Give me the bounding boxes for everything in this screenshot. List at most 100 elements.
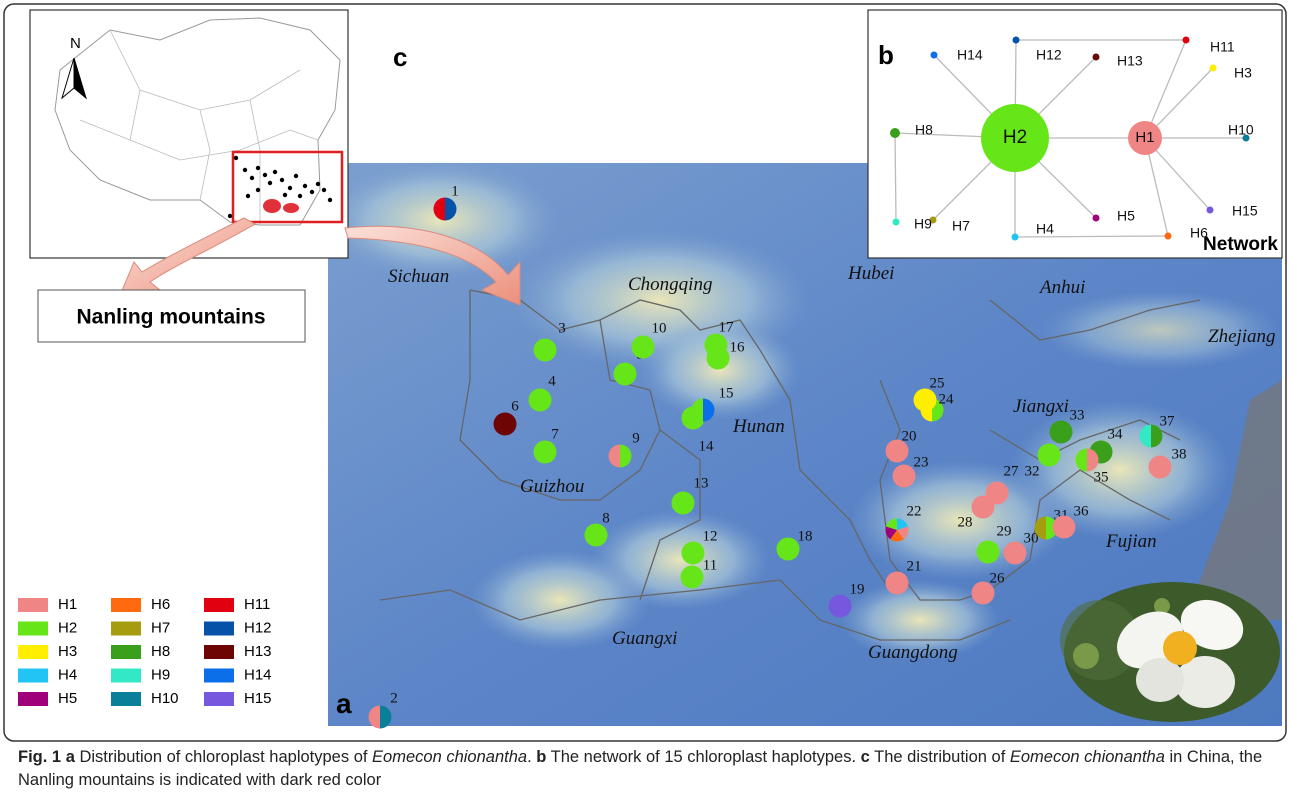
site-pie	[494, 413, 517, 436]
site-pie	[972, 496, 995, 519]
panel-label: c	[393, 42, 407, 72]
bud	[1073, 643, 1099, 669]
network-label: H2	[1003, 127, 1027, 148]
nanling-area	[263, 199, 281, 213]
network-node	[1093, 54, 1100, 61]
site-label: 8	[602, 510, 610, 526]
caption-text: Eomecon chionantha	[372, 748, 527, 766]
site-pie	[692, 399, 715, 422]
caption-text: The network of 15 chloroplast haplotypes…	[546, 748, 860, 766]
legend-swatch	[111, 622, 141, 636]
site-pie	[632, 336, 655, 359]
site-label: 29	[997, 523, 1012, 539]
legend-label: H14	[244, 666, 272, 683]
pie-slice	[972, 496, 995, 519]
region-label: Anhui	[1038, 277, 1085, 298]
pie-slice	[681, 566, 704, 589]
network-panel: b Network H1H2H3H4H5H6H7H8H9H10H11H12H13…	[868, 10, 1282, 258]
network-node	[1165, 233, 1172, 240]
legend-label: H2	[58, 619, 77, 636]
network-node	[893, 219, 900, 226]
legend-swatch	[18, 598, 48, 612]
site-label: 9	[632, 430, 640, 446]
region-label: Chongqing	[628, 274, 712, 295]
caption: Fig. 1 a Distribution of chloroplast hap…	[18, 746, 1278, 792]
site-label: 12	[703, 528, 718, 544]
network-label: H1	[1135, 129, 1154, 146]
site-pie	[914, 389, 937, 412]
pie-slice	[1050, 421, 1073, 444]
network-label: H7	[952, 218, 970, 234]
legend-swatch	[111, 692, 141, 706]
site-pie	[529, 389, 552, 412]
site-label: 21	[907, 558, 922, 574]
legend-label: H10	[151, 690, 179, 707]
region-label: Jiangxi	[1013, 396, 1069, 417]
pie-slice	[1053, 516, 1076, 539]
site-pie	[534, 441, 557, 464]
legend-label: H11	[244, 596, 270, 613]
site-label: 10	[652, 320, 667, 336]
pie-slice	[977, 541, 1000, 564]
site-pie	[614, 363, 637, 386]
pie-slice	[886, 572, 909, 595]
legend-swatch	[204, 669, 234, 683]
pie-slice	[529, 389, 552, 412]
site-pie	[681, 566, 704, 589]
legend-swatch	[204, 622, 234, 636]
caption-text: b	[536, 748, 546, 766]
region-label: Guizhou	[520, 476, 584, 497]
network-label: H3	[1234, 65, 1252, 81]
network-node	[1093, 215, 1100, 222]
site-label: 22	[907, 503, 922, 519]
region-label: Guangdong	[868, 642, 958, 663]
site-label: 16	[730, 339, 746, 355]
site-pie	[886, 572, 909, 595]
network-node	[1207, 207, 1214, 214]
pie-slice	[534, 339, 557, 362]
pie-slice	[777, 538, 800, 561]
site-pie	[1149, 456, 1172, 479]
site-label: 28	[958, 514, 973, 530]
pie-slice	[1038, 444, 1061, 467]
legend-label: H7	[151, 619, 170, 636]
legend-label: H5	[58, 690, 77, 707]
network-node	[890, 128, 900, 138]
legend-label: H6	[151, 596, 170, 613]
network-label: H8	[915, 122, 933, 138]
panel-label: b	[878, 40, 894, 70]
panel-label: a	[336, 688, 352, 719]
pie-slice	[829, 595, 852, 618]
caption-text: The distribution of	[870, 748, 1010, 766]
site-pie	[672, 492, 695, 515]
legend: H1H2H3H4H5H6H7H8H9H10H11H12H13H14H15	[18, 596, 272, 707]
figure: N c Nanling mountains b Network H1H2H3H4…	[0, 0, 1292, 745]
legend-swatch	[204, 645, 234, 659]
site-pie	[705, 334, 728, 357]
callout-label: Nanling mountains	[77, 306, 266, 329]
legend-swatch	[18, 645, 48, 659]
network-label: H9	[914, 216, 932, 232]
site-label: 33	[1070, 407, 1085, 423]
region-label: Sichuan	[388, 266, 449, 287]
site-label: 36	[1074, 503, 1090, 519]
terrain	[320, 160, 560, 280]
region-label: Fujian	[1105, 531, 1157, 552]
network-label: H10	[1228, 122, 1254, 138]
caption-text: .	[527, 748, 536, 766]
site-pie	[777, 538, 800, 561]
nanling-area	[283, 203, 299, 213]
site-label: 19	[850, 581, 865, 597]
site-pie	[534, 339, 557, 362]
legend-swatch	[18, 622, 48, 636]
site-label: 3	[558, 320, 566, 336]
pie-slice	[614, 363, 637, 386]
network-label: H5	[1117, 208, 1135, 224]
site-label: 14	[699, 438, 715, 454]
legend-swatch	[18, 692, 48, 706]
site-label: 20	[902, 428, 917, 444]
site-label: 11	[703, 557, 717, 573]
site-label: 15	[719, 385, 734, 401]
region-label: Zhejiang	[1208, 326, 1276, 347]
network-title: Network	[1203, 234, 1278, 255]
